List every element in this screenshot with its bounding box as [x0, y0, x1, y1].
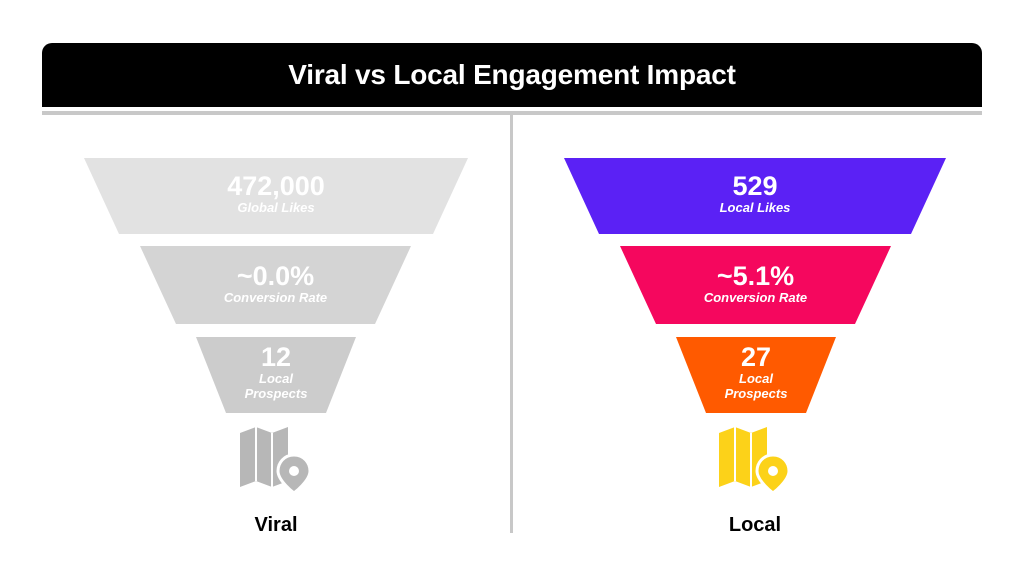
viral-stage-3-text: 12 Local Prospects — [236, 343, 316, 401]
local-stage-2-label: Conversion Rate — [703, 290, 808, 305]
viral-stage-1-text: 472,000 Global Likes — [84, 172, 468, 215]
viral-stage-2-shape — [140, 246, 411, 324]
viral-stage-1-value: 472,000 — [227, 171, 325, 201]
local-stage-2-text: ~5.1% Conversion Rate — [620, 262, 891, 305]
local-stage-3-shape — [676, 337, 836, 413]
viral-map-pin-icon — [240, 427, 312, 495]
local-stage-1-shape — [564, 158, 946, 234]
title-underline — [42, 111, 982, 115]
viral-stage-3-shape — [196, 337, 356, 413]
local-stage-3-label: Local Prospects — [724, 371, 788, 401]
page-title: Viral vs Local Engagement Impact — [288, 59, 736, 90]
local-stage-1-label: Local Likes — [719, 200, 791, 215]
viral-stage-1-shape — [84, 158, 468, 234]
column-divider — [510, 115, 513, 533]
viral-stage-3-value: 12 — [260, 342, 292, 372]
viral-stage-2-value: ~0.0% — [236, 261, 315, 291]
local-column-label: Local — [728, 514, 782, 536]
viral-stage-1-label: Global Likes — [237, 200, 315, 215]
local-map-pin-icon — [719, 427, 791, 495]
local-stage-2-shape — [620, 246, 891, 324]
viral-stage-2-label: Conversion Rate — [223, 290, 328, 305]
local-stage-2-value: ~5.1% — [716, 261, 795, 291]
local-stage-1-value: 529 — [732, 171, 778, 201]
title-bar: Viral vs Local Engagement Impact — [42, 43, 982, 107]
viral-stage-2-text: ~0.0% Conversion Rate — [140, 262, 411, 305]
local-stage-1-text: 529 Local Likes — [564, 172, 946, 215]
viral-column-label: Viral — [254, 514, 298, 536]
local-stage-3-text: 27 Local Prospects — [716, 343, 796, 401]
local-stage-3-value: 27 — [740, 342, 772, 372]
viral-stage-3-label: Local Prospects — [244, 371, 308, 401]
